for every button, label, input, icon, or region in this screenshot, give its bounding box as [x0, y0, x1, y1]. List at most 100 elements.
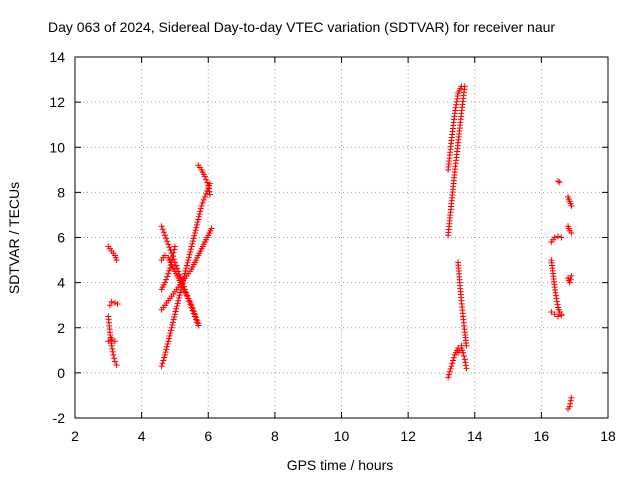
- data-point: [171, 246, 178, 253]
- data-point: [555, 233, 562, 240]
- data-point: [463, 365, 470, 372]
- data-point: [167, 327, 174, 334]
- data-point: [450, 354, 457, 361]
- data-point: [194, 219, 201, 226]
- data-point: [205, 182, 212, 189]
- data-point: [200, 196, 207, 203]
- data-point: [567, 276, 574, 283]
- data-point: [566, 403, 573, 410]
- series-sat-d: [105, 336, 118, 345]
- y-tick-label: 14: [49, 49, 65, 65]
- data-point: [568, 202, 575, 209]
- data-point: [163, 346, 170, 353]
- data-point: [558, 234, 565, 241]
- x-tick-label: 8: [271, 428, 279, 444]
- data-point: [206, 188, 213, 195]
- data-point: [568, 272, 575, 279]
- y-tick-label: -2: [53, 410, 66, 426]
- data-point: [193, 224, 200, 231]
- data-point: [170, 316, 177, 323]
- data-point: [567, 400, 574, 407]
- series-sat-r: [548, 308, 565, 320]
- data-point: [201, 173, 208, 180]
- data-point: [167, 247, 174, 254]
- data-point: [553, 298, 560, 305]
- series-sat-g: [158, 225, 215, 313]
- data-point: [160, 229, 167, 236]
- data-point: [551, 311, 558, 318]
- y-tick-label: 6: [57, 230, 65, 246]
- data-point: [191, 232, 198, 239]
- data-point: [169, 322, 176, 329]
- data-point: [183, 262, 190, 269]
- data-point: [166, 264, 173, 271]
- data-point: [106, 302, 113, 309]
- grid: [75, 57, 608, 418]
- y-tick-label: 10: [49, 139, 65, 155]
- data-point: [163, 235, 170, 242]
- data-point: [185, 254, 192, 261]
- data-point: [187, 246, 194, 253]
- data-point: [109, 345, 116, 352]
- data-point: [169, 319, 176, 326]
- y-tick-label: 12: [49, 94, 65, 110]
- x-axis-label: GPS time / hours: [287, 457, 394, 473]
- data-point: [553, 295, 560, 302]
- data-point: [193, 221, 200, 228]
- data-point: [555, 313, 562, 320]
- data-point: [190, 235, 197, 242]
- data-point: [108, 298, 115, 305]
- data-point: [163, 276, 170, 283]
- data-point: [158, 223, 165, 230]
- data-point: [161, 252, 168, 259]
- series-sat-j: [195, 162, 213, 198]
- data-point: [159, 226, 166, 233]
- data-point: [197, 205, 204, 212]
- data-point: [168, 324, 175, 331]
- data-point: [163, 343, 170, 350]
- series-sat-i: [158, 243, 178, 293]
- data-point: [199, 199, 206, 206]
- data-point: [171, 313, 178, 320]
- series-sat-a: [105, 243, 120, 264]
- data-point: [462, 359, 469, 366]
- data-point: [166, 267, 173, 274]
- data-point: [172, 308, 179, 315]
- series-sat-s: [555, 178, 563, 186]
- data-point: [105, 338, 112, 345]
- data-point: [171, 243, 178, 250]
- data-point: [170, 249, 177, 256]
- data-point: [165, 335, 172, 342]
- data-point: [191, 229, 198, 236]
- data-point: [167, 330, 174, 337]
- data-point: [164, 340, 171, 347]
- data-point: [166, 244, 173, 251]
- y-tick-label: 8: [57, 184, 65, 200]
- series-sat-l: [445, 83, 465, 173]
- data-point: [448, 363, 455, 370]
- data-point: [169, 253, 176, 260]
- data-point: [551, 234, 558, 241]
- x-tick-label: 18: [600, 428, 616, 444]
- x-tick-label: 10: [334, 428, 350, 444]
- data-point: [206, 191, 213, 198]
- data-point: [161, 354, 168, 361]
- data-point: [190, 308, 197, 315]
- data-point: [111, 355, 118, 362]
- data-point: [165, 338, 172, 345]
- data-point: [195, 213, 202, 220]
- data-point: [108, 336, 115, 343]
- data-point: [158, 363, 165, 370]
- data-point: [205, 185, 212, 192]
- series-sat-q: [548, 257, 565, 318]
- data-point: [556, 179, 563, 186]
- axis-ticks: 2 4 6 8 10 12 14 16 18 -2 0 2 4 6 8 10 12 14: [49, 49, 616, 444]
- series-sat-v: [565, 272, 575, 286]
- data-point: [189, 240, 196, 247]
- data-point: [201, 193, 208, 200]
- x-tick-label: 12: [400, 428, 416, 444]
- data-point: [568, 229, 575, 236]
- data-point: [111, 338, 118, 345]
- data-point: [175, 297, 182, 304]
